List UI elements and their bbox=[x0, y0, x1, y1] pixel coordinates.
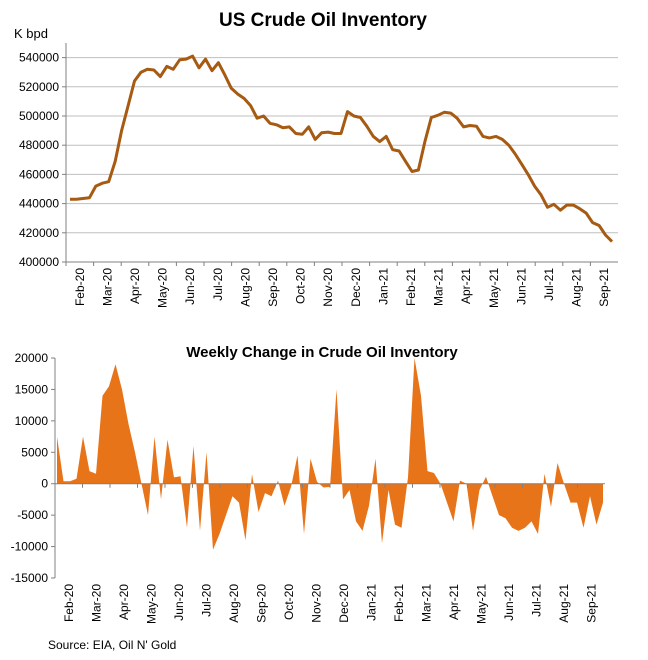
chart2-x-tick-label: Jul-20 bbox=[199, 584, 213, 617]
chart1-x-tick-label: Oct-20 bbox=[294, 268, 308, 304]
chart2-y-tick-label: -15000 bbox=[11, 571, 49, 585]
chart1-y-tick-label: 420000 bbox=[19, 226, 59, 240]
chart2-x-tick-label: Apr-21 bbox=[447, 584, 461, 620]
chart2-x-tick-label: May-21 bbox=[474, 584, 488, 624]
chart2-y-tick-label: 10000 bbox=[15, 414, 49, 428]
chart2-y-tick-label: 20000 bbox=[15, 351, 49, 365]
chart1-x-tick-label: Apr-21 bbox=[459, 268, 473, 304]
chart2-x-tick-label: Mar-20 bbox=[89, 584, 103, 622]
chart1-gridlines bbox=[66, 57, 618, 234]
chart1-x-tick-label: Sep-20 bbox=[266, 268, 280, 307]
chart2-series-area bbox=[57, 358, 603, 550]
chart2-x-tick-label: May-20 bbox=[144, 584, 158, 624]
chart1-x-tick-label: Mar-21 bbox=[432, 268, 446, 306]
chart1-title: US Crude Oil Inventory bbox=[219, 10, 427, 31]
weekly-change-chart: Weekly Change in Crude Oil Inventory -15… bbox=[11, 344, 605, 624]
chart1-x-tick-label: Dec-20 bbox=[349, 268, 363, 307]
chart1-x-axis: Feb-20 Mar-20 Apr-20 May-20 Jun-20 Jul-20 Aug-… bbox=[65, 261, 618, 308]
chart2-x-tick-label: Jun-21 bbox=[502, 584, 516, 621]
chart1-x-tick-label: Feb-20 bbox=[73, 268, 87, 306]
chart2-title: Weekly Change in Crude Oil Inventory bbox=[186, 344, 458, 361]
chart1-y-tick-label: 400000 bbox=[19, 255, 59, 269]
chart1-y-tick-label: 540000 bbox=[19, 51, 59, 65]
chart1-y-tick-label: 480000 bbox=[19, 138, 59, 152]
chart2-y-tick-label: 5000 bbox=[21, 445, 48, 459]
chart1-x-tick-label: Jul-20 bbox=[211, 268, 225, 301]
chart2-x-tick-label: Sep-21 bbox=[584, 584, 598, 623]
chart1-x-tick-label: Jun-21 bbox=[514, 268, 528, 305]
chart1-x-tick-label: Feb-21 bbox=[404, 268, 418, 306]
chart2-x-tick-label: Feb-21 bbox=[392, 584, 406, 622]
chart1-x-tick-label: Jan-21 bbox=[376, 268, 390, 305]
chart2-x-tick-label: Jun-20 bbox=[172, 584, 186, 621]
chart1-series-line bbox=[70, 54, 614, 243]
chart2-y-tick-label: -10000 bbox=[11, 540, 49, 554]
chart1-x-tick-label: Sep-21 bbox=[597, 268, 611, 307]
chart1-x-tick-label: Jul-21 bbox=[542, 268, 556, 301]
chart2-y-axis: -15000 -10000 -5000 0 5000 10000 15000 20000 bbox=[11, 351, 56, 585]
chart1-x-tick-label: Mar-20 bbox=[100, 268, 114, 306]
chart1-ylabel: K bpd bbox=[14, 26, 48, 41]
chart1-x-tick-label: May-20 bbox=[156, 268, 170, 308]
chart2-x-axis: Feb-20 Mar-20 Apr-20 May-20 Jun-20 Jul-20 Aug-… bbox=[54, 483, 605, 624]
chart1-x-tick-label: Aug-20 bbox=[238, 268, 252, 307]
chart1-x-tick-label: Nov-20 bbox=[321, 268, 335, 307]
chart2-x-tick-label: Nov-20 bbox=[309, 584, 323, 623]
chart2-x-tick-label: Aug-21 bbox=[557, 584, 571, 623]
chart2-x-tick-label: Dec-20 bbox=[337, 584, 351, 623]
chart2-x-tick-label: Mar-21 bbox=[419, 584, 433, 622]
chart2-x-tick-label: Sep-20 bbox=[254, 584, 268, 623]
chart2-x-tick-label: Feb-20 bbox=[62, 584, 76, 622]
chart1-y-tick-label: 460000 bbox=[19, 167, 59, 181]
inventory-chart: US Crude Oil Inventory K bpd 400000 42000… bbox=[14, 10, 618, 308]
chart1-y-tick-label: 520000 bbox=[19, 80, 59, 94]
chart2-y-tick-label: -5000 bbox=[17, 508, 48, 522]
chart1-x-tick-label: Aug-21 bbox=[570, 268, 584, 307]
chart2-x-tick-label: Jan-21 bbox=[364, 584, 378, 621]
chart1-x-tick-label: Apr-20 bbox=[128, 268, 142, 304]
chart1-y-tick-label: 500000 bbox=[19, 109, 59, 123]
chart2-y-tick-label: 0 bbox=[41, 477, 48, 491]
chart1-y-axis: 400000 420000 440000 460000 480000 500000 5200… bbox=[19, 43, 67, 269]
chart1-y-tick-label: 440000 bbox=[19, 197, 59, 211]
chart2-x-tick-label: Apr-20 bbox=[117, 584, 131, 620]
chart2-y-tick-label: 15000 bbox=[15, 382, 49, 396]
chart2-x-tick-label: Aug-20 bbox=[227, 584, 241, 623]
chart1-x-tick-label: Jun-20 bbox=[183, 268, 197, 305]
chart1-x-tick-label: May-21 bbox=[487, 268, 501, 308]
chart2-x-tick-label: Oct-20 bbox=[282, 584, 296, 620]
chart2-x-tick-label: Jul-21 bbox=[529, 584, 543, 617]
source-note: Source: EIA, Oil N' Gold bbox=[48, 638, 177, 652]
